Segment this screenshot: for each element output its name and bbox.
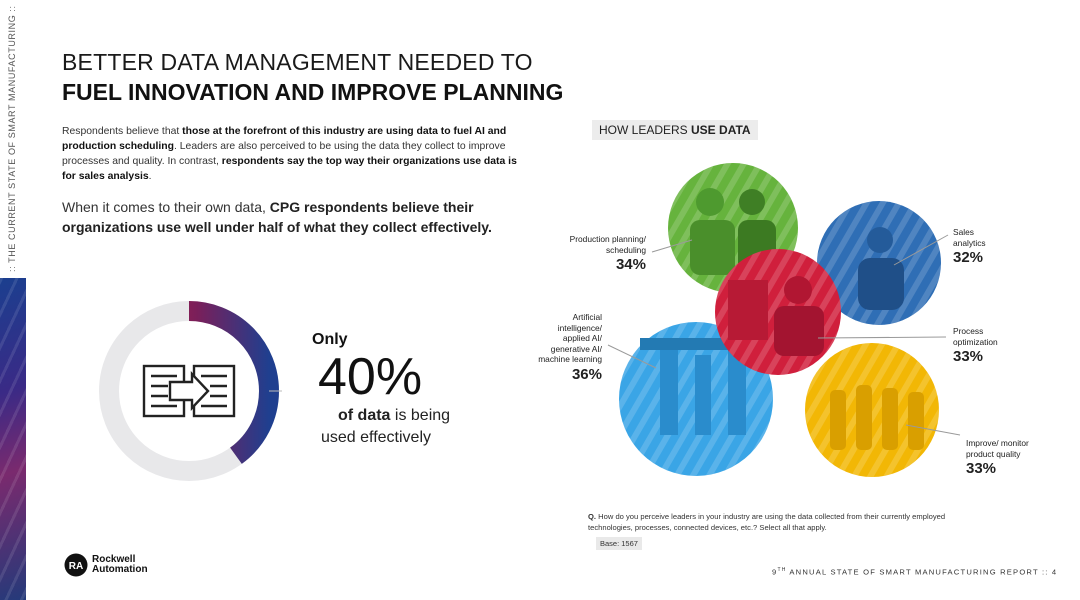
chart-title: HOW LEADERS USE DATA [592,120,758,140]
label-value: 32% [953,249,984,266]
label-process-optimization: Process optimization 33% [953,326,1053,366]
robotics-photo-arm [728,350,746,435]
robotics-photo-arm [660,345,678,435]
stat-ofdata: of data is being [338,407,451,424]
label-text: Sales analytics [953,227,986,248]
stat-percent: 40% [318,348,423,406]
side-decorative-art [0,278,26,600]
bubble-sales-analytics [817,201,941,325]
bubble-chart [607,163,961,477]
leader-line-process [817,336,947,339]
survey-question: Q. How do you perceive leaders in your i… [588,512,946,532]
label-sales-analytics: Sales analytics 32% [953,227,1053,267]
workers-photo-body [690,220,735,275]
bubble-process-optimization [715,249,841,375]
bottles-photo-bottle [830,390,846,450]
page-title-line2: FUEL INNOVATION AND IMPROVE PLANNING [62,79,564,105]
bottles-photo-bottle [856,385,872,450]
bubble-production-planning [668,163,798,293]
label-product-quality: Improve/ monitor product quality 33% [966,438,1066,478]
leader-lines [607,234,961,436]
page-footer: 9TH ANNUAL STATE OF SMART MANUFACTURING … [772,567,1058,577]
label-value: 33% [966,460,997,477]
rockwell-logo-icon: RA [64,553,88,577]
logo-wordmark: Rockwell Automation [92,554,148,575]
label-value: 33% [953,348,984,365]
stat-only-label: Only [312,331,348,348]
label-text: Production planning/ scheduling [569,234,646,255]
analyst-photo-body [858,258,904,310]
factory-photo-machine [728,280,768,340]
leader-line-sales [893,234,949,266]
side-vertical-text: :: THE CURRENT STATE OF SMART MANUFACTUR… [7,5,17,272]
logo-mark-text: RA [69,561,83,572]
leader-line-quality [905,424,961,436]
base-badge: Base: 1567 [596,537,642,550]
data-transfer-icon [142,364,236,418]
analyst-photo-head [867,227,893,253]
page-title-line1: BETTER DATA MANAGEMENT NEEDED TO [62,49,533,75]
callout-paragraph: When it comes to their own data, CPG res… [62,199,492,235]
donut-chart [99,301,282,481]
label-text: Artificial intelligence/ applied AI/ gen… [538,312,602,364]
label-value: 34% [615,256,646,273]
intro-paragraph: Respondents believe that those at the fo… [62,126,517,182]
stat-used: used effectively [321,429,431,446]
leader-line-ai [607,344,657,369]
factory-photo-head [784,276,812,304]
bottles-photo-bottle [908,392,924,450]
label-value: 36% [571,365,602,383]
label-ai: Artificial intelligence/ applied AI/ gen… [500,312,602,384]
workers-photo-head [696,188,724,216]
bubble-ai [619,322,773,476]
label-production-planning: Production planning/ scheduling 34% [520,234,646,274]
label-text: Process optimization [953,326,998,347]
bottles-photo-bottle [882,388,898,450]
workers-photo-head [739,189,765,215]
label-text: Improve/ monitor product quality [966,438,1029,459]
robotics-photo-arm [695,355,711,435]
bubble-product-quality [805,343,939,477]
factory-photo-body [774,306,824,356]
leader-line-production [651,239,693,253]
